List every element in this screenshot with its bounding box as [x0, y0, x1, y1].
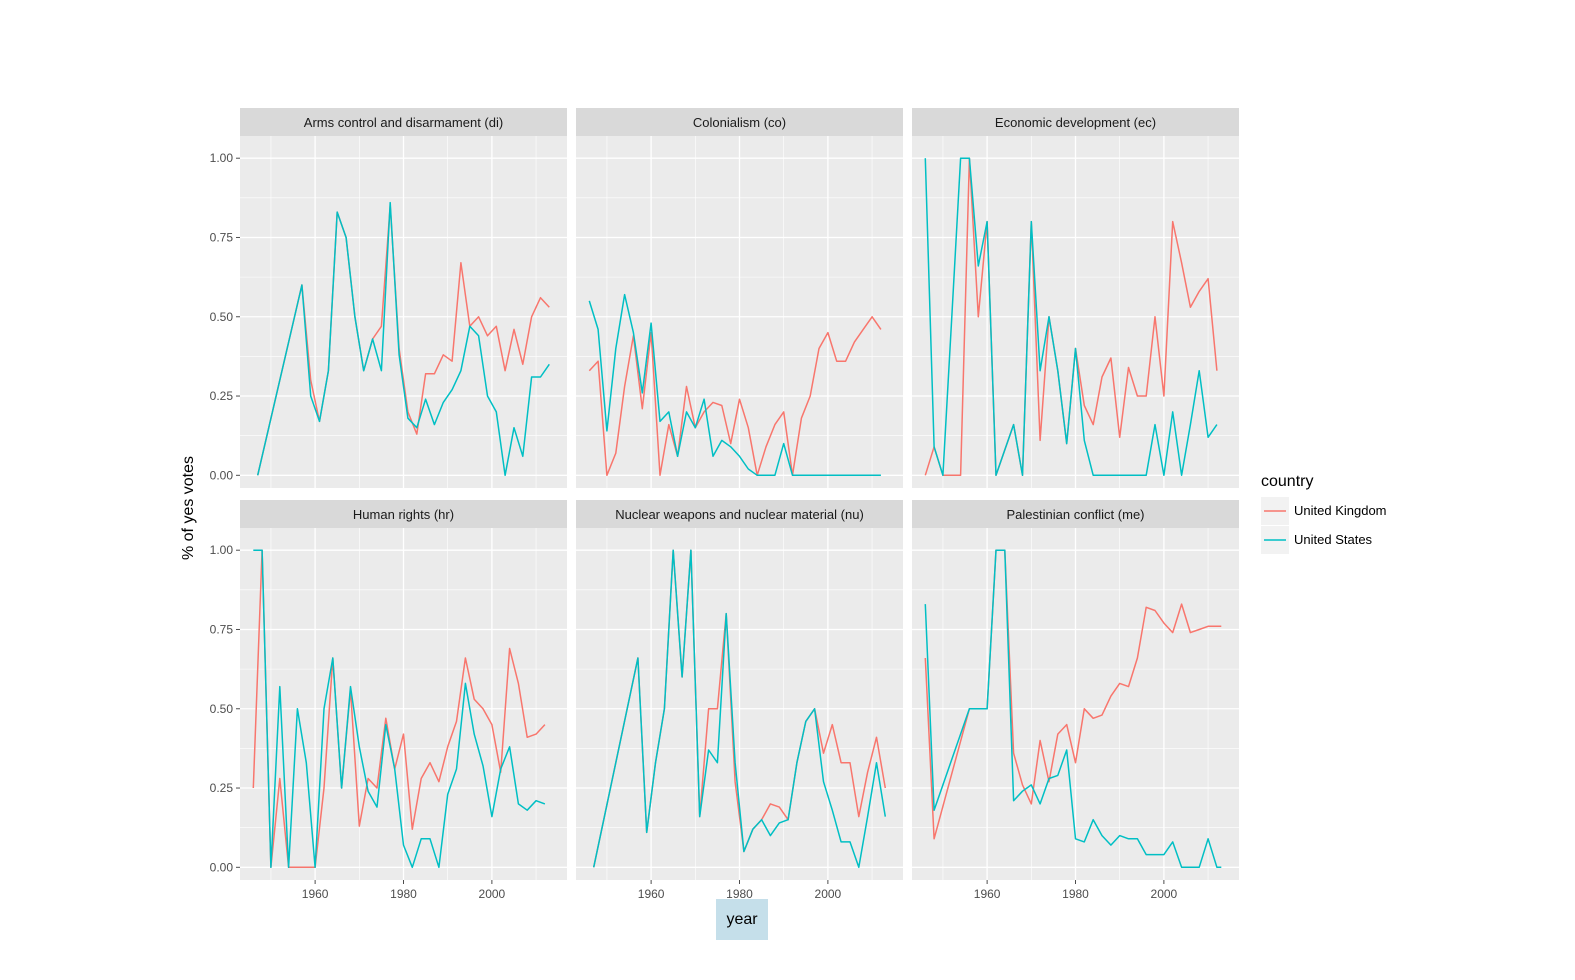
y-tick-label: 0.50: [210, 310, 234, 324]
facet-panels: Arms control and disarmament (di) 0.00 0.2…: [210, 108, 1239, 901]
series-line-united-states: [924, 549, 1222, 869]
x-tick-label: 1980: [1062, 887, 1089, 901]
series-line-united-kingdom: [252, 549, 546, 869]
facet-strip: [576, 500, 903, 528]
facet-panel: Economic development (ec): [912, 108, 1239, 488]
facet-title: Colonialism (co): [693, 115, 786, 130]
y-tick-label: 0.75: [210, 230, 234, 244]
x-tick-label: 2000: [479, 887, 506, 901]
facet-title: Human rights (hr): [353, 507, 454, 522]
legend-label-us: United States: [1294, 532, 1373, 547]
y-axis-title: % of yes votes: [180, 456, 197, 560]
x-tick-label: 1960: [638, 887, 665, 901]
series-line-united-kingdom: [588, 316, 882, 477]
y-tick-label: 0.25: [210, 389, 234, 403]
x-tick-label: 1960: [302, 887, 329, 901]
facet-panel: Nuclear weapons and nuclear material (nu…: [576, 500, 903, 901]
y-tick-label: 0.50: [210, 702, 234, 716]
legend-label-uk: United Kingdom: [1294, 503, 1387, 518]
facet-title: Palestinian conflict (me): [1007, 507, 1145, 522]
facet-panel: Palestinian conflict (me) 1960 1980 2000: [912, 500, 1239, 901]
y-tick-label: 0.25: [210, 781, 234, 795]
y-tick-label: 1.00: [210, 151, 234, 165]
facet-strip: [912, 500, 1239, 528]
facet-strip: [576, 108, 903, 136]
facet-strip: [240, 108, 567, 136]
facet-title: Nuclear weapons and nuclear material (nu…: [615, 507, 864, 522]
facet-title: Economic development (ec): [995, 115, 1156, 130]
facet-strip: [240, 500, 567, 528]
y-tick-label: 0.00: [210, 860, 234, 874]
y-tick-label: 1.00: [210, 543, 234, 557]
x-tick-label: 1980: [390, 887, 417, 901]
x-axis-title: year: [726, 911, 758, 928]
series-line-united-states: [924, 157, 1218, 477]
series-line-united-states: [592, 549, 887, 869]
facet-title: Arms control and disarmament (di): [304, 115, 503, 130]
facet-panel: Colonialism (co): [576, 108, 903, 488]
x-tick-label: 2000: [815, 887, 842, 901]
x-axis-title-highlight: [716, 899, 768, 940]
x-tick-label: 1980: [726, 887, 753, 901]
series-line-united-states: [588, 293, 881, 477]
facet-panel: Human rights (hr) 0.00 0.25 0.50 0.75 1.00 196…: [210, 500, 567, 901]
y-tick-label: 0.75: [210, 622, 234, 636]
series-line-united-states: [253, 549, 546, 869]
x-tick-label: 2000: [1151, 887, 1178, 901]
facet-strip: [912, 108, 1239, 136]
legend: country United Kingdom United States: [1261, 473, 1387, 554]
series-line-united-states: [256, 201, 550, 477]
legend-title: country: [1261, 473, 1313, 490]
y-tick-label: 0.00: [210, 468, 234, 482]
facet-panel: Arms control and disarmament (di) 0.00 0.2…: [210, 108, 567, 488]
x-tick-label: 1960: [974, 887, 1001, 901]
